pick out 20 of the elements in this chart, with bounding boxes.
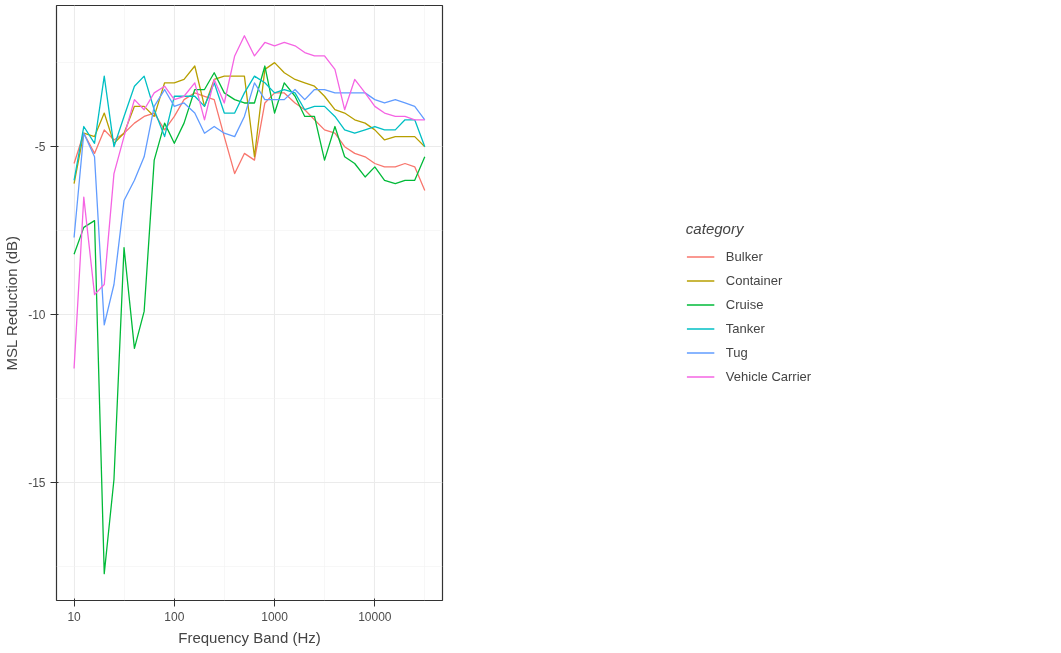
y-tick-label: -10	[28, 308, 46, 323]
line-series	[73, 35, 426, 370]
x-tick-label: 10000	[358, 609, 392, 624]
legend-label: Tanker	[725, 320, 765, 336]
line-series	[73, 92, 426, 192]
legend-title: category	[685, 219, 745, 236]
line-series	[73, 82, 426, 326]
y-tick-label: -15	[28, 476, 46, 491]
legend-label: Tug	[725, 344, 748, 360]
y-axis-title: MSL Reduction (dB)	[3, 236, 21, 371]
y-tick-label: -5	[34, 140, 46, 155]
legend-label: Bulker	[725, 248, 763, 264]
legend-label: Vehicle Carrier	[725, 368, 812, 384]
legend-label: Container	[725, 272, 783, 288]
x-tick-label: 100	[164, 609, 185, 624]
x-axis-title: Frequency Band (Hz)	[178, 628, 321, 646]
x-tick-label: 10	[67, 609, 82, 624]
legend-label: Cruise	[725, 296, 764, 312]
x-tick-label: 1000	[261, 609, 289, 624]
line-series	[73, 65, 426, 575]
